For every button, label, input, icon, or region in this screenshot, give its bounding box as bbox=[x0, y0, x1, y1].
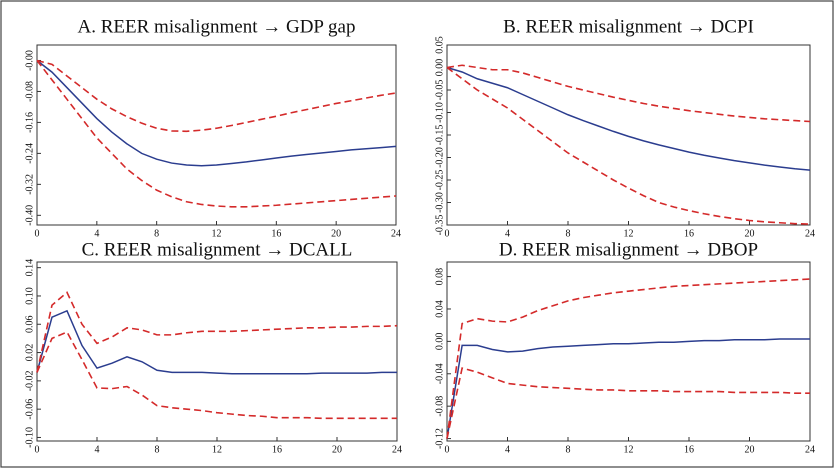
x-tick-label: 12 bbox=[212, 444, 222, 455]
series-line bbox=[36, 59, 397, 167]
x-tick-label: 16 bbox=[684, 444, 694, 455]
series-line bbox=[446, 367, 810, 439]
x-tick-label: 24 bbox=[805, 228, 815, 239]
y-tick-label: -0.12 bbox=[434, 428, 445, 449]
y-tick-label: -0.40 bbox=[24, 205, 35, 226]
series-line bbox=[446, 278, 811, 439]
x-tick-label: 8 bbox=[566, 444, 571, 455]
y-tick-label: -0.10 bbox=[24, 427, 35, 448]
x-tick-label: 20 bbox=[745, 228, 755, 239]
y-tick-label: -0.05 bbox=[434, 80, 445, 101]
y-tick-label: -0.00 bbox=[24, 50, 35, 71]
x-tick-label: 0 bbox=[445, 228, 450, 239]
y-tick-label: -0.30 bbox=[434, 192, 445, 213]
series-line bbox=[446, 64, 811, 123]
y-tick-label: -0.32 bbox=[24, 174, 35, 195]
plot-frame bbox=[36, 261, 398, 442]
y-tick-label: 0.08 bbox=[434, 268, 445, 286]
y-tick-label: -0.06 bbox=[24, 399, 35, 420]
plot-frame bbox=[446, 44, 811, 226]
x-tick-label: 20 bbox=[332, 444, 342, 455]
x-tick-label: 8 bbox=[566, 228, 571, 239]
x-tick-label: 12 bbox=[624, 444, 634, 455]
x-tick-label: 24 bbox=[805, 444, 815, 455]
x-tick-label: 16 bbox=[272, 444, 282, 455]
x-tick-label: 24 bbox=[392, 444, 402, 455]
x-tick-label: 8 bbox=[155, 444, 160, 455]
series-line bbox=[36, 331, 397, 420]
y-tick-label: 0.02 bbox=[24, 344, 35, 362]
y-tick-label: 0.04 bbox=[434, 300, 445, 318]
y-tick-label: 0.00 bbox=[434, 333, 445, 351]
x-tick-label: 4 bbox=[505, 444, 510, 455]
series-line bbox=[36, 291, 398, 373]
x-tick-label: 24 bbox=[391, 228, 401, 239]
x-tick-label: 20 bbox=[745, 444, 755, 455]
y-tick-label: -0.08 bbox=[24, 81, 35, 102]
y-tick-label: -0.10 bbox=[434, 102, 445, 123]
x-tick-label: 12 bbox=[212, 228, 222, 239]
series-line bbox=[446, 66, 811, 225]
y-tick-label: 0.14 bbox=[24, 259, 35, 277]
y-tick-label: -0.35 bbox=[434, 215, 445, 236]
x-tick-label: 16 bbox=[684, 228, 694, 239]
series-line bbox=[36, 59, 397, 133]
y-tick-label: -0.24 bbox=[24, 143, 35, 164]
y-tick-label: -0.25 bbox=[434, 170, 445, 191]
x-tick-label: 20 bbox=[331, 228, 341, 239]
series-line bbox=[36, 309, 397, 375]
x-tick-label: 0 bbox=[35, 228, 40, 239]
x-tick-label: 4 bbox=[95, 444, 100, 455]
x-tick-label: 12 bbox=[624, 228, 634, 239]
y-tick-label: 0.10 bbox=[24, 287, 35, 305]
y-tick-label: -0.16 bbox=[24, 112, 35, 133]
series-line bbox=[36, 59, 397, 208]
panel-title: D. REER misalignment → DBOP bbox=[499, 239, 758, 260]
x-tick-label: 0 bbox=[445, 444, 450, 455]
y-tick-label: 0.05 bbox=[434, 36, 445, 54]
series-line bbox=[446, 338, 810, 439]
y-tick-label: -0.08 bbox=[434, 396, 445, 417]
series-line bbox=[446, 66, 811, 171]
y-tick-label: -0.15 bbox=[434, 125, 445, 146]
y-tick-label: -0.04 bbox=[434, 363, 445, 384]
x-tick-label: 8 bbox=[154, 228, 159, 239]
plot-frame bbox=[36, 44, 397, 226]
panel-title: B. REER misalignment → DCPI bbox=[503, 16, 754, 37]
y-tick-label: 0.06 bbox=[24, 316, 35, 334]
x-tick-label: 4 bbox=[505, 228, 510, 239]
x-tick-label: 0 bbox=[35, 444, 40, 455]
panel-title: A. REER misalignment → GDP gap bbox=[78, 16, 356, 37]
x-tick-label: 4 bbox=[94, 228, 99, 239]
y-tick-label: -0.20 bbox=[434, 147, 445, 168]
y-tick-label: -0.02 bbox=[24, 370, 35, 391]
x-tick-label: 16 bbox=[271, 228, 281, 239]
panel-title: C. REER misalignment → DCALL bbox=[82, 239, 353, 260]
y-tick-label: 0.00 bbox=[434, 59, 445, 77]
